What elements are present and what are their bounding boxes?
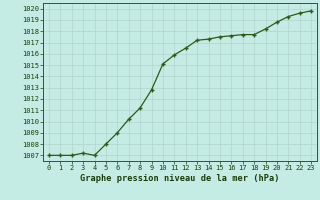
X-axis label: Graphe pression niveau de la mer (hPa): Graphe pression niveau de la mer (hPa) [80,174,280,183]
